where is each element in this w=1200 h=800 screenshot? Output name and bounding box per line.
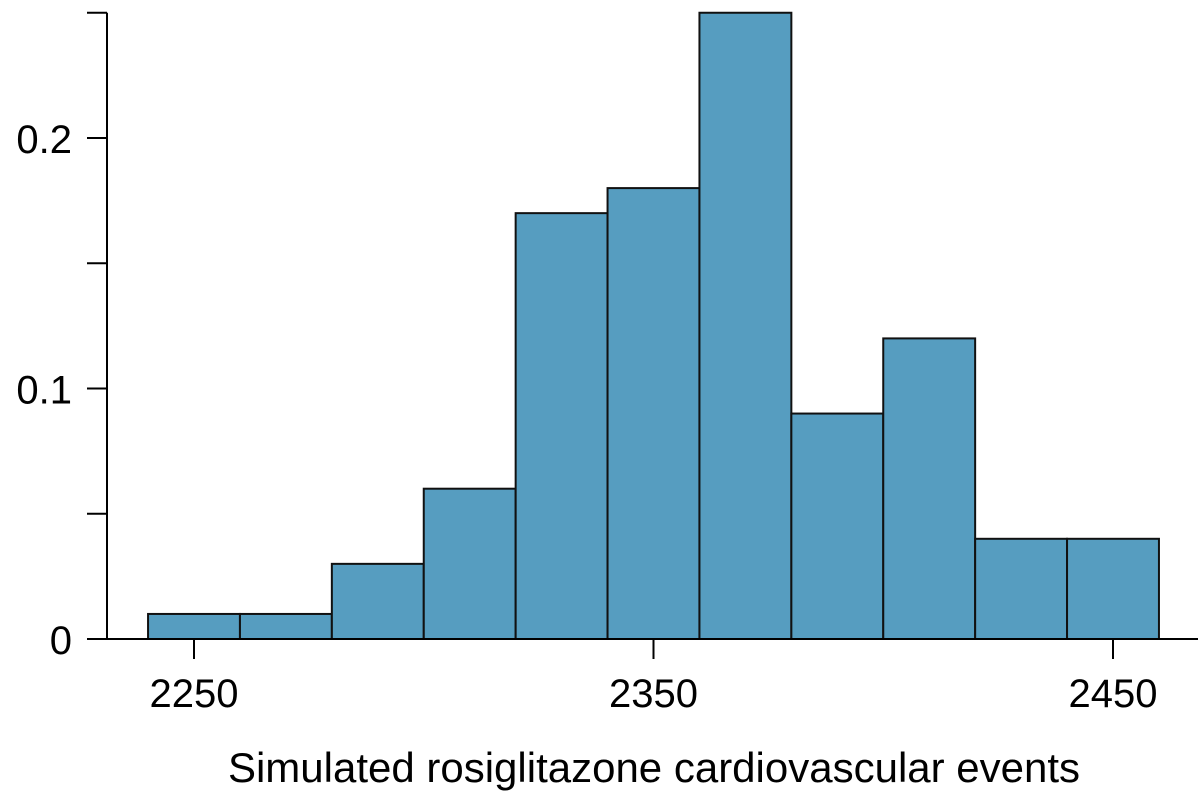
x-tick-label-2450: 2450 xyxy=(1069,672,1158,716)
histogram-bar-2360-2380 xyxy=(698,11,793,640)
histogram-bar-2380-2400 xyxy=(790,412,885,640)
bars-group xyxy=(147,11,1160,641)
y-tick-label-0: 0 xyxy=(50,619,72,663)
histogram-bar-2300-2320 xyxy=(422,487,517,641)
y-tick-label-2: 0.1 xyxy=(16,369,72,413)
y-tick-label-4: 0.2 xyxy=(16,118,72,162)
axes-group: 2250 2350 2450 0 0.1 0.2 xyxy=(16,11,1198,716)
histogram-bar-2400-2420 xyxy=(882,337,977,640)
histogram-bar-2320-2340 xyxy=(514,212,609,640)
histogram-bar-2280-2300 xyxy=(330,562,425,640)
histogram-bar-2340-2360 xyxy=(606,187,701,640)
x-tick-label-2250: 2250 xyxy=(150,672,239,716)
histogram-bar-2260-2280 xyxy=(238,612,333,641)
histogram-bar-2440-2460 xyxy=(1066,537,1160,640)
histogram-bar-2420-2440 xyxy=(974,537,1069,640)
x-axis-title: Simulated rosiglitazone cardiovascular e… xyxy=(228,744,1080,791)
histogram-bar-2240-2260 xyxy=(147,612,241,641)
x-tick-label-2350: 2350 xyxy=(609,672,698,716)
